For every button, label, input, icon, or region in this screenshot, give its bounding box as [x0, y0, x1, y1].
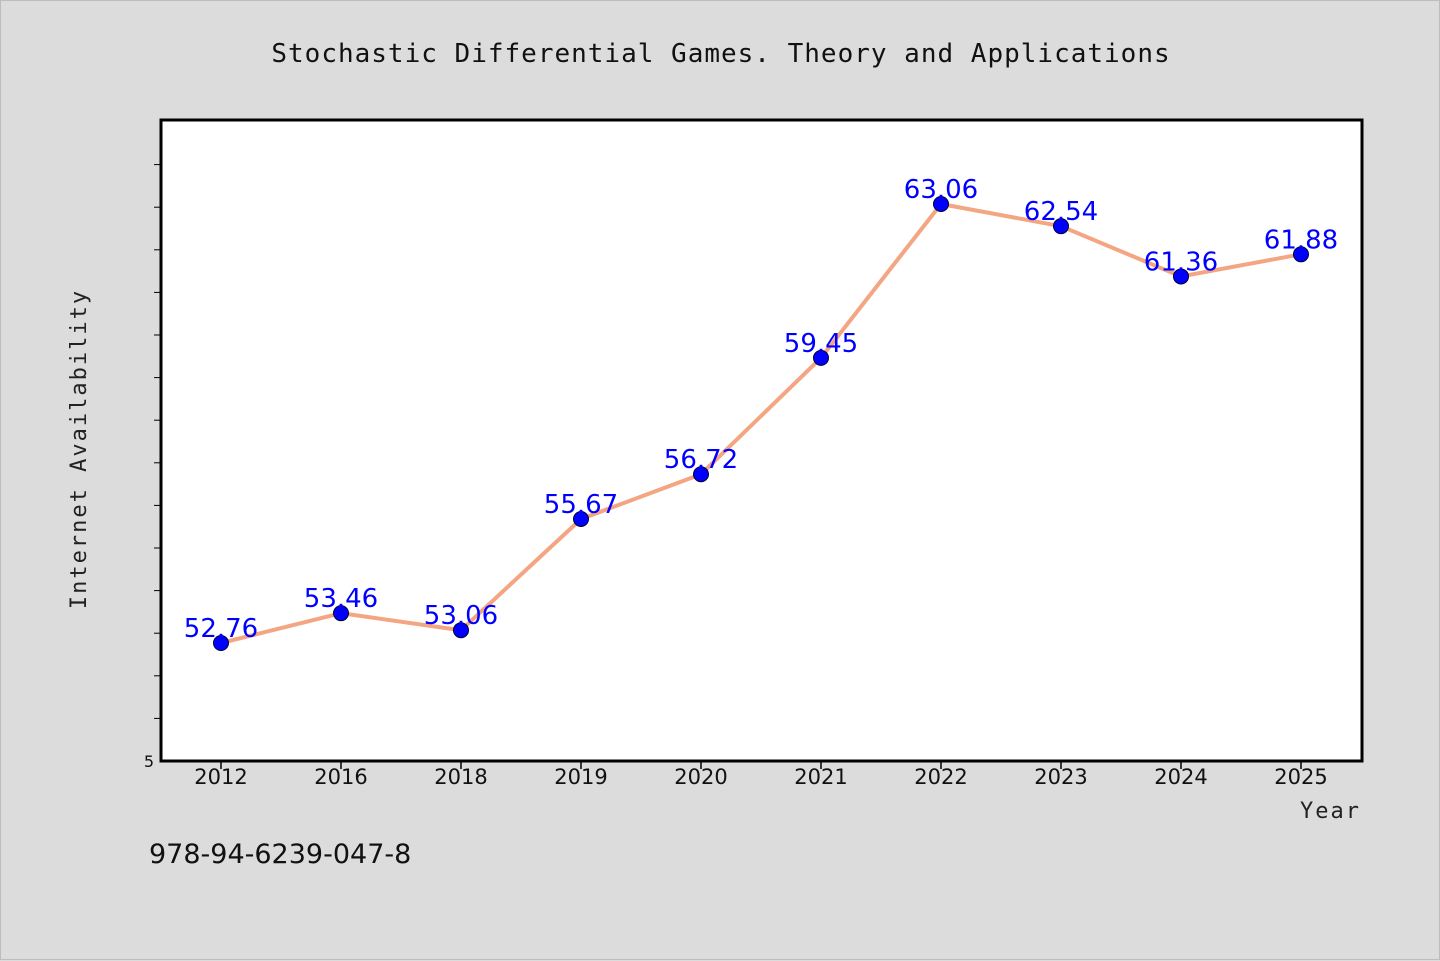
data-point [1053, 218, 1069, 235]
series-line [220, 202, 1302, 645]
chart-title: Stochastic Differential Games. Theory an… [271, 39, 1170, 69]
data-label: 56.72 [664, 445, 738, 475]
data-point [453, 622, 469, 639]
series-line-group [220, 202, 1302, 645]
data-label: 53.46 [304, 584, 378, 614]
data-point [573, 510, 589, 527]
x-tick-label: 2018 [434, 765, 487, 789]
data-label: 63.06 [904, 175, 978, 205]
data-label: 55.67 [544, 490, 618, 520]
x-tick-label: 2022 [914, 765, 967, 789]
data-label: 59.45 [784, 329, 858, 359]
x-tick-label: 2021 [794, 765, 847, 789]
data-label: 53.06 [424, 601, 498, 631]
data-point [1293, 246, 1309, 263]
x-tick-label: 2012 [194, 765, 247, 789]
data-point [693, 466, 709, 483]
plot-area [159, 118, 1364, 763]
x-tick-label: 2020 [674, 765, 727, 789]
data-point [333, 605, 349, 622]
footer-isbn: 978-94-6239-047-8 [149, 839, 411, 870]
x-axis-label: Year [1300, 799, 1361, 824]
data-label: 61.36 [1144, 247, 1218, 277]
series-markers [213, 196, 1309, 651]
x-tick-label: 2016 [314, 765, 367, 789]
data-labels: 52.76 53.46 53.06 55.67 56.72 59.45 63.06 62.54… [184, 175, 1338, 644]
data-label: 52.76 [184, 614, 258, 644]
data-point [213, 635, 229, 651]
data-point [1173, 268, 1189, 285]
x-tick-label: 2025 [1274, 765, 1327, 789]
y-tick-label: 5 [144, 752, 154, 771]
data-point [933, 196, 949, 212]
x-axis-ticks: 2012 2016 2018 2019 2020 2021 2022 2023 2024 2025 [194, 761, 1328, 789]
data-label: 61.88 [1264, 225, 1338, 255]
x-tick-label: 2024 [1154, 765, 1207, 789]
data-label: 62.54 [1024, 197, 1098, 227]
x-tick-label: 2019 [554, 765, 607, 789]
data-point [813, 349, 829, 366]
x-tick-label: 2023 [1034, 765, 1087, 789]
y-axis-ticks: 5 [144, 164, 161, 771]
y-axis-label: Internet Availability [67, 289, 92, 609]
